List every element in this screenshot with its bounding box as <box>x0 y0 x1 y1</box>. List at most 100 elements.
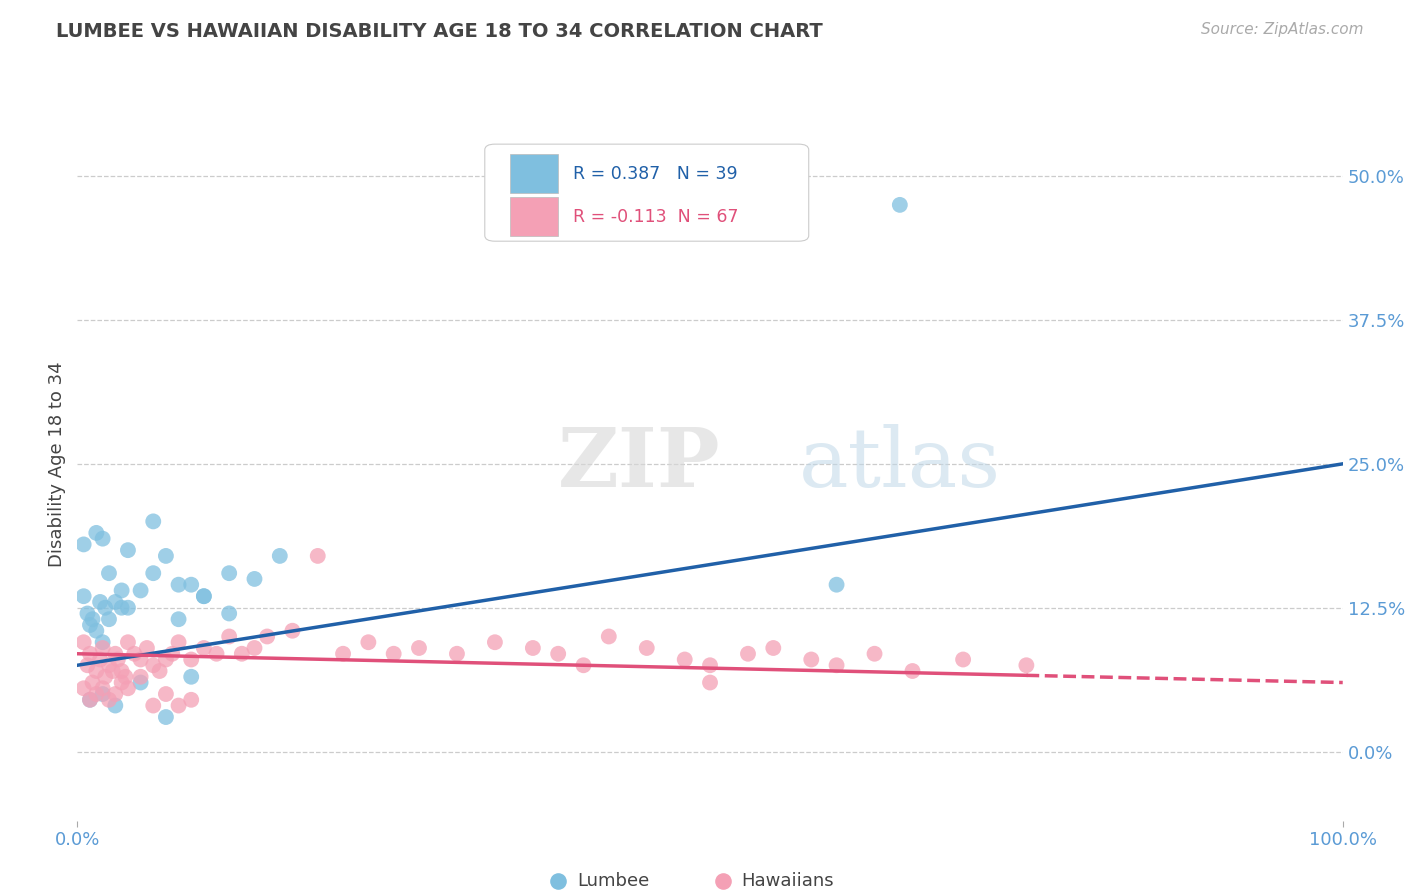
Point <box>73 635 96 649</box>
Point <box>243 572 266 586</box>
Point <box>762 640 785 655</box>
Point <box>104 698 127 713</box>
Point <box>408 640 430 655</box>
Point <box>124 647 146 661</box>
Point <box>129 652 152 666</box>
Point <box>91 532 114 546</box>
Point <box>82 612 104 626</box>
Point <box>91 687 114 701</box>
Point <box>104 647 127 661</box>
Point <box>800 652 823 666</box>
Point <box>111 664 132 678</box>
Point <box>711 842 734 856</box>
Point <box>673 652 696 666</box>
Text: R = -0.113  N = 67: R = -0.113 N = 67 <box>574 208 740 226</box>
Point <box>117 681 139 696</box>
Point <box>218 630 240 644</box>
Point <box>699 658 721 673</box>
Point <box>89 595 111 609</box>
Point <box>142 566 165 581</box>
Point <box>129 583 152 598</box>
Point <box>180 577 202 591</box>
Text: Lumbee: Lumbee <box>578 872 650 890</box>
Point <box>136 640 159 655</box>
Point <box>205 647 228 661</box>
Point <box>598 630 620 644</box>
Point <box>114 670 136 684</box>
Point <box>73 537 96 551</box>
Point <box>382 647 405 661</box>
Text: Source: ZipAtlas.com: Source: ZipAtlas.com <box>1201 22 1364 37</box>
Bar <box>510 197 558 236</box>
Point <box>825 658 848 673</box>
Point <box>901 664 924 678</box>
Point <box>155 549 177 563</box>
Point <box>522 640 544 655</box>
Point <box>129 670 152 684</box>
Point <box>155 652 177 666</box>
Point <box>357 635 380 649</box>
Point <box>484 635 506 649</box>
Point <box>167 577 190 591</box>
Point <box>1015 658 1038 673</box>
Point <box>79 693 101 707</box>
Point <box>281 624 304 638</box>
Point <box>180 693 202 707</box>
Point <box>101 664 124 678</box>
Point <box>76 658 98 673</box>
Point <box>86 664 108 678</box>
Point <box>737 647 759 661</box>
Point <box>180 670 202 684</box>
Point <box>104 595 127 609</box>
Point <box>98 566 120 581</box>
Point <box>193 640 215 655</box>
Point <box>98 658 120 673</box>
Point <box>142 698 165 713</box>
Point <box>218 566 240 581</box>
Point <box>149 664 172 678</box>
Point <box>307 549 329 563</box>
Point <box>142 658 165 673</box>
Point <box>269 549 291 563</box>
Point <box>86 687 108 701</box>
Point <box>218 607 240 621</box>
Point <box>243 640 266 655</box>
Point <box>547 842 569 856</box>
Point <box>111 600 132 615</box>
Text: atlas: atlas <box>799 424 1001 504</box>
Point <box>952 652 974 666</box>
Point <box>167 698 190 713</box>
Point <box>111 675 132 690</box>
Point <box>98 612 120 626</box>
Point <box>117 543 139 558</box>
Point <box>142 515 165 529</box>
Point <box>111 583 132 598</box>
Point <box>82 675 104 690</box>
Point <box>193 589 215 603</box>
Point <box>446 647 468 661</box>
Point <box>547 647 569 661</box>
Point <box>94 600 117 615</box>
Point <box>193 589 215 603</box>
Point <box>79 618 101 632</box>
Point <box>104 687 127 701</box>
Point <box>825 577 848 591</box>
Point <box>180 652 202 666</box>
Text: Hawaiians: Hawaiians <box>742 872 834 890</box>
Point <box>636 640 658 655</box>
Point <box>231 647 253 661</box>
Point <box>155 710 177 724</box>
Y-axis label: Disability Age 18 to 34: Disability Age 18 to 34 <box>48 361 66 566</box>
Bar <box>510 154 558 194</box>
Point <box>889 198 911 212</box>
Text: R = 0.387   N = 39: R = 0.387 N = 39 <box>574 165 738 183</box>
Point <box>73 589 96 603</box>
Point <box>117 600 139 615</box>
Point <box>91 635 114 649</box>
Point <box>91 640 114 655</box>
Point <box>167 612 190 626</box>
Text: LUMBEE VS HAWAIIAN DISABILITY AGE 18 TO 34 CORRELATION CHART: LUMBEE VS HAWAIIAN DISABILITY AGE 18 TO … <box>56 22 823 41</box>
Point <box>73 681 96 696</box>
Point <box>79 693 101 707</box>
Point <box>76 607 98 621</box>
